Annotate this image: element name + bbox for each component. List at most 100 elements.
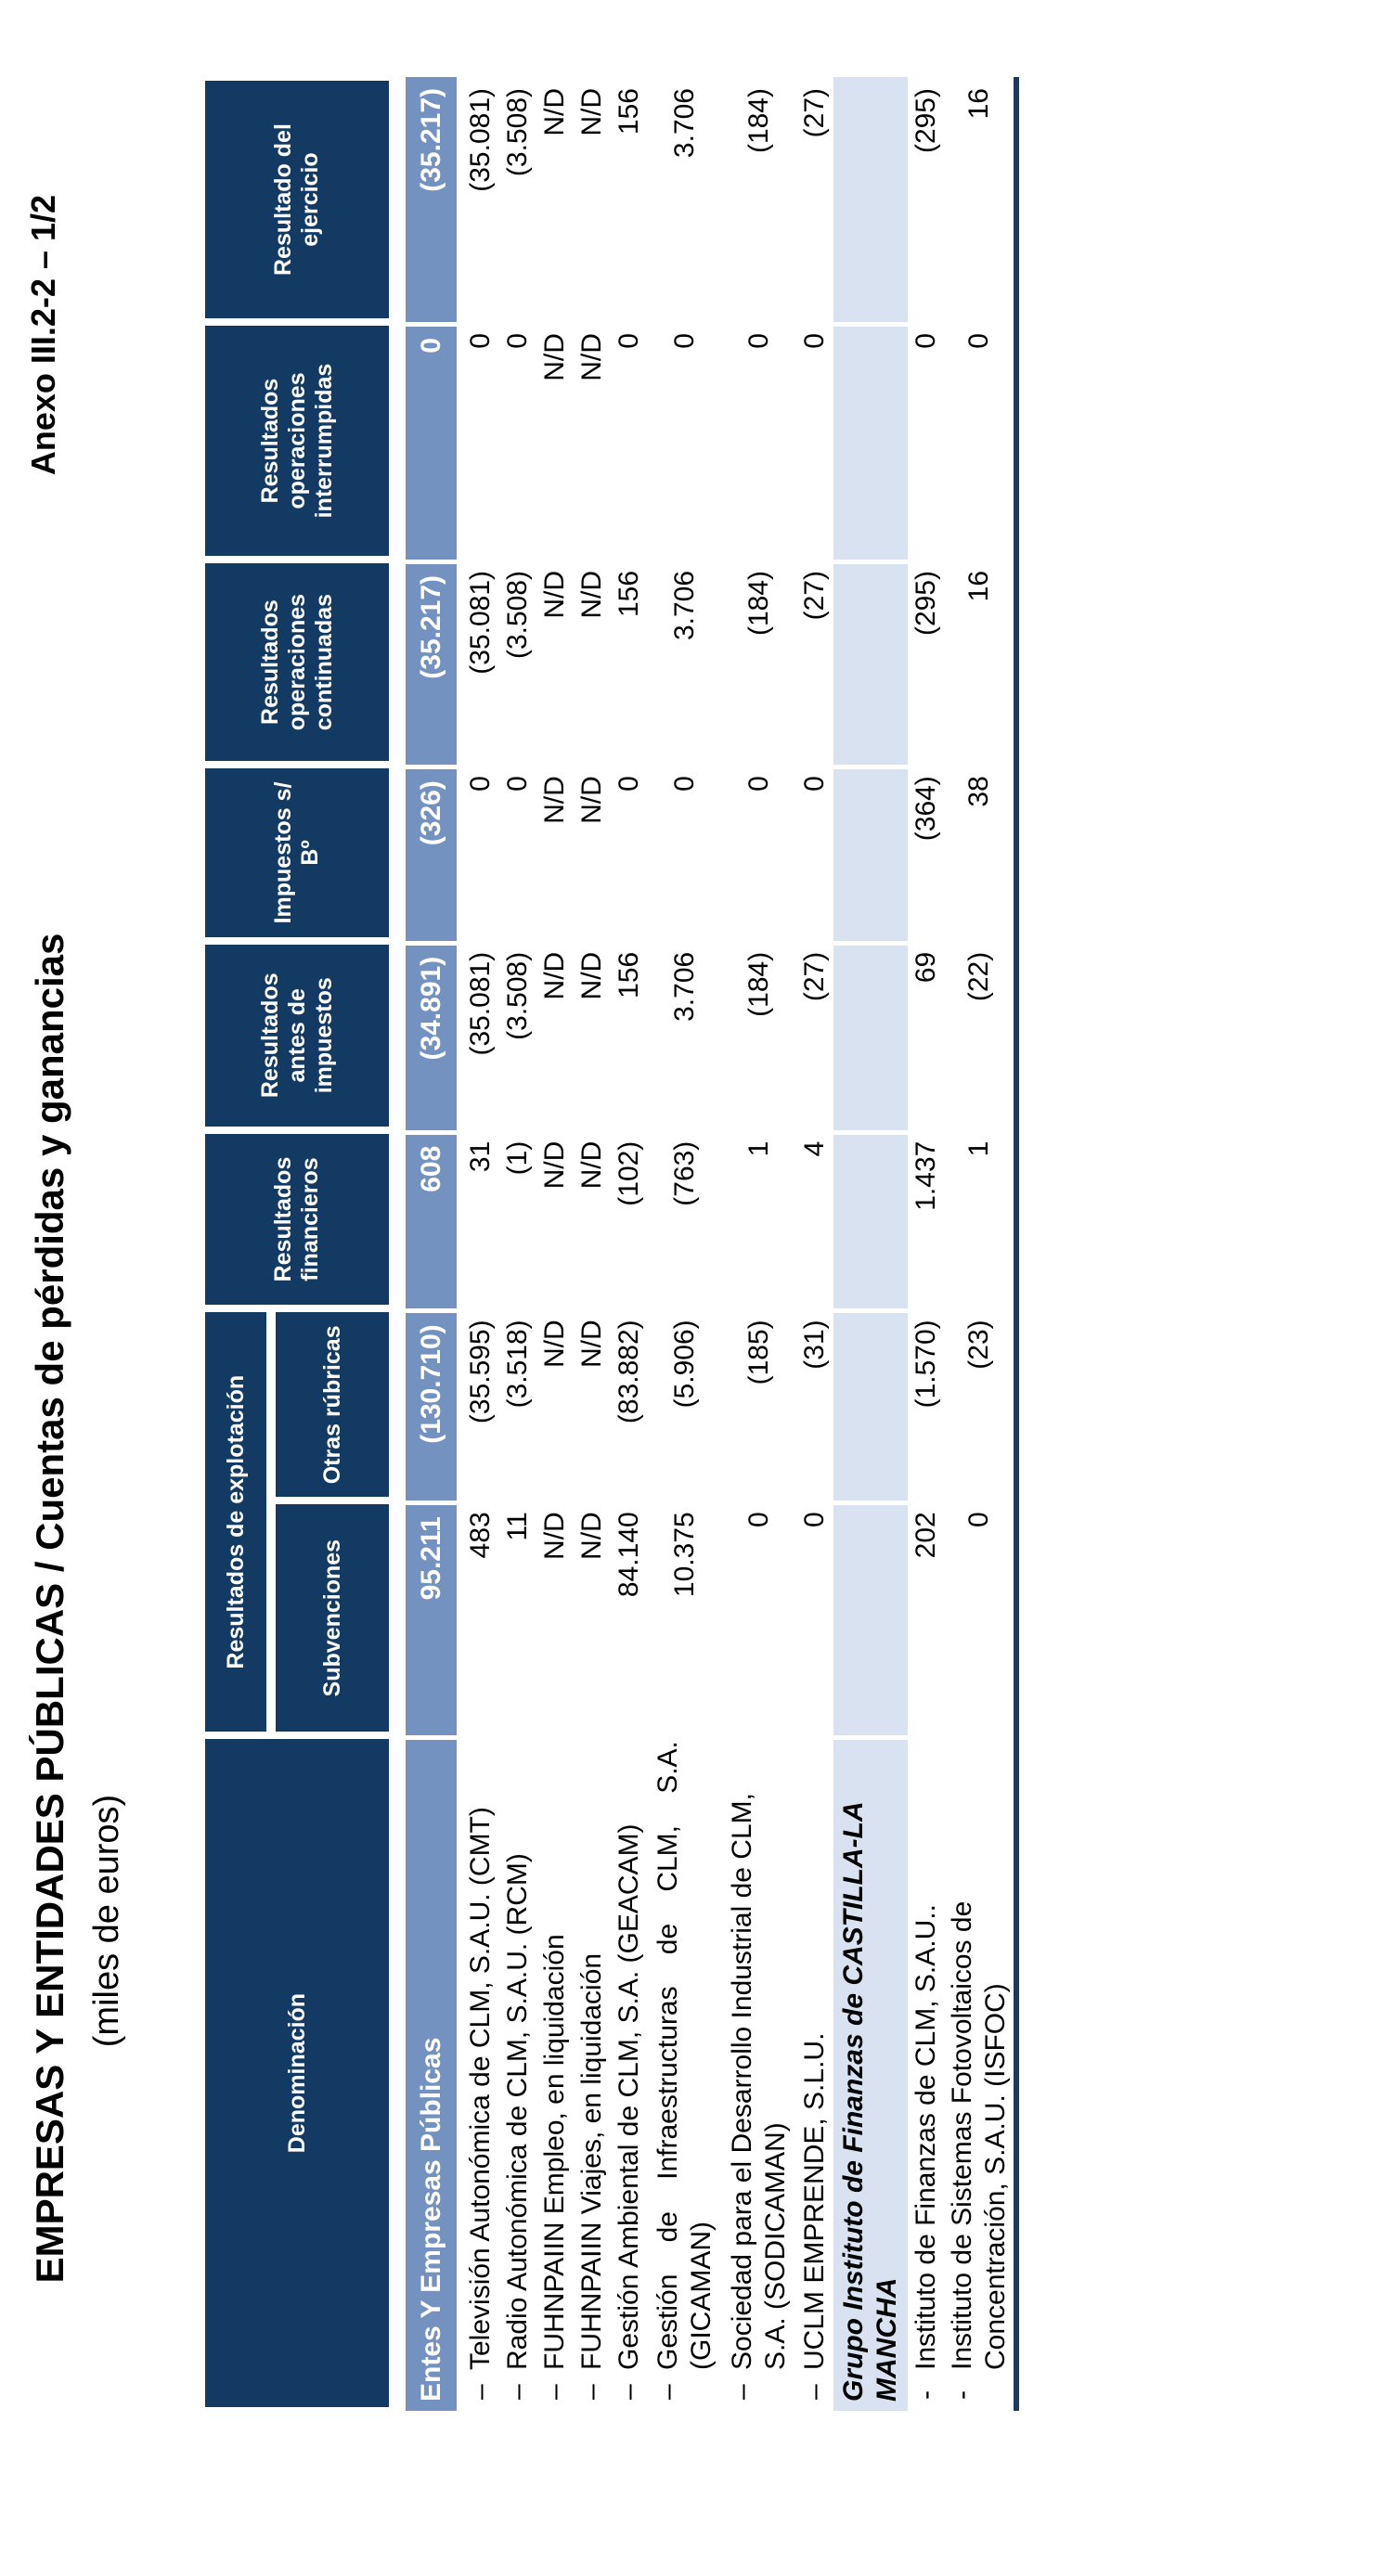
value-cell: N/D (576, 951, 607, 1000)
row-name-line: Sociedad para el Desarrollo Industrial d… (727, 1793, 757, 2370)
value-cell: 11 (502, 1512, 533, 1541)
value-cell: 3.706 (669, 88, 700, 159)
value-cell: (27) (799, 570, 830, 621)
row-name-line: Gestión Ambiental de CLM, S.A. (GEACAM) (614, 1823, 644, 2370)
value-cell: (3.508) (502, 88, 533, 177)
col-header-subvenciones: Subvenciones (272, 1501, 393, 1736)
table-row: – Gestión Ambiental de CLM, S.A. (GEACAM)… (611, 77, 648, 2411)
value-cell: 0 (465, 776, 496, 792)
row-name-line: Instituto de Finanzas de CLM, S.A.U.. (911, 1904, 941, 2370)
value-cell: (102) (614, 1140, 644, 1206)
row-name-line: MANCHA (872, 2277, 902, 2402)
value-cell: N/D (539, 88, 570, 136)
value-cell: 0 (669, 333, 700, 349)
col-header-operaciones-interrumpidas: Resultados operaciones interrumpidas (201, 322, 393, 560)
value-cell: N/D (576, 333, 607, 381)
value-cell (833, 77, 908, 323)
col-group-header-explotacion: Resultados de explotación (201, 1308, 272, 1736)
value-cell: (1) (502, 1140, 533, 1176)
row-dash: – (502, 2384, 533, 2400)
value-cell: (3.508) (502, 951, 533, 1040)
row-dash: – (576, 2384, 607, 2400)
row-name-line: S.A. (SODICAMAN) (760, 2122, 791, 2370)
page-title: EMPRESAS Y ENTIDADES PÚBLICAS / Cuentas … (28, 933, 71, 2284)
value-cell: 0 (669, 776, 700, 792)
value-cell: (763) (669, 1140, 700, 1206)
row-name: – FUHNPAIIN Viajes, en liquidación (574, 1735, 611, 2411)
table-row: – FUHNPAIIN Empleo, en liquidación N/D N/D N… (536, 77, 574, 2411)
value-cell: N/D (576, 88, 607, 136)
value-cell: 0 (502, 776, 533, 792)
value-cell: 156 (614, 570, 644, 618)
value-cell: N/D (539, 1140, 570, 1190)
value-cell: 1.437 (911, 1140, 941, 1211)
value-cell (833, 1501, 908, 1736)
table-row: - Instituto de Finanzas de CLM, S.A.U.. 20… (908, 77, 945, 2411)
row-name: – Sociedad para el Desarrollo Industrial … (722, 1735, 796, 2411)
row-name: – UCLM EMPRENDE, S.L.U. (796, 1735, 833, 2411)
col-header-denominacion: Denominación (201, 1735, 393, 2411)
value-cell: 1 (945, 1129, 1019, 1309)
value-cell: 0 (945, 1501, 1019, 1736)
value-cell: 16 (945, 77, 1019, 323)
table-header: Denominación Resultados de explotación R… (201, 77, 393, 2411)
value-cell: N/D (576, 1140, 607, 1190)
value-cell: (23) (945, 1308, 1019, 1501)
value-cell: 0 (614, 776, 644, 792)
table-row: – Sociedad para el Desarrollo Industrial … (722, 77, 796, 2411)
value-cell (833, 1308, 908, 1501)
table-row: – Televisión Autonómica de CLM, S.A.U. (C… (462, 77, 499, 2411)
row-dash: - (947, 2390, 977, 2400)
col-header-otras-rubricas: Otras rúbricas (272, 1308, 393, 1501)
value-cell: N/D (539, 570, 570, 619)
value-cell: 0 (465, 333, 496, 349)
value-cell: 0 (502, 333, 533, 349)
row-name: - Instituto de Finanzas de CLM, S.A.U.. (908, 1735, 945, 2411)
value-cell: 0 (799, 1512, 830, 1527)
row-name: – Gestión de Infraestructuras de CLM, S.A… (648, 1735, 722, 2411)
row-name-line: Grupo Instituto de Finanzas de CASTILLA-… (838, 1801, 869, 2402)
value-cell: (35.081) (465, 951, 496, 1056)
value-cell: 95.211 (406, 1501, 457, 1736)
row-name-line: FUHNPAIIN Empleo, en liquidación (539, 1934, 570, 2370)
value-cell: (184) (743, 951, 774, 1017)
value-cell: N/D (539, 776, 570, 824)
row-dash: – (652, 2384, 683, 2400)
table-row: – Gestión de Infraestructuras de CLM, S.A… (648, 77, 722, 2411)
table-body: Entes Y Empresas Públicas 95.211 (130.710)… (393, 77, 1019, 2411)
value-cell: N/D (539, 951, 570, 1000)
value-cell: 0 (614, 333, 644, 349)
value-cell: (3.508) (502, 570, 533, 660)
row-dash: – (465, 2384, 496, 2400)
row-name: – FUHNPAIIN Empleo, en liquidación (536, 1735, 574, 2411)
row-dash: – (614, 2384, 644, 2400)
value-cell: (35.081) (465, 570, 496, 675)
value-cell: (295) (911, 570, 941, 637)
table-row: – FUHNPAIIN Viajes, en liquidación N/D N/D N… (574, 77, 611, 2411)
row-name: Entes Y Empresas Públicas (406, 1735, 457, 2411)
row-name: Grupo Instituto de Finanzas de CASTILLA-… (833, 1735, 908, 2411)
value-cell: 69 (911, 951, 941, 984)
value-cell: (27) (799, 88, 830, 138)
value-cell: 0 (406, 322, 457, 560)
value-cell: (27) (799, 951, 830, 1002)
value-cell: 4 (799, 1140, 830, 1157)
value-cell: (295) (911, 88, 941, 154)
value-cell: 31 (465, 1140, 496, 1173)
value-cell: (83.882) (614, 1320, 644, 1424)
row-name: - Instituto de Sistemas Fotovoltaicos de C… (945, 1735, 1019, 2411)
row-name-line: Concentración, S.A.U. (ISFOC) (980, 1983, 1011, 2370)
value-cell: (130.710) (406, 1308, 457, 1501)
value-cell: (184) (743, 570, 774, 637)
value-cell: 16 (945, 559, 1019, 766)
value-cell: (35.081) (465, 88, 496, 192)
value-cell: N/D (539, 1320, 570, 1369)
row-name: – Televisión Autonómica de CLM, S.A.U. (C… (462, 1735, 499, 2411)
value-cell: 1 (743, 1140, 774, 1157)
value-cell: N/D (576, 1320, 607, 1369)
value-cell: 0 (743, 1512, 774, 1527)
row-name-line: Televisión Autonómica de CLM, S.A.U. (CM… (465, 1807, 496, 2370)
value-cell (833, 1129, 908, 1309)
annex-label: Anexo III.2-2 – 1/2 (24, 195, 62, 476)
